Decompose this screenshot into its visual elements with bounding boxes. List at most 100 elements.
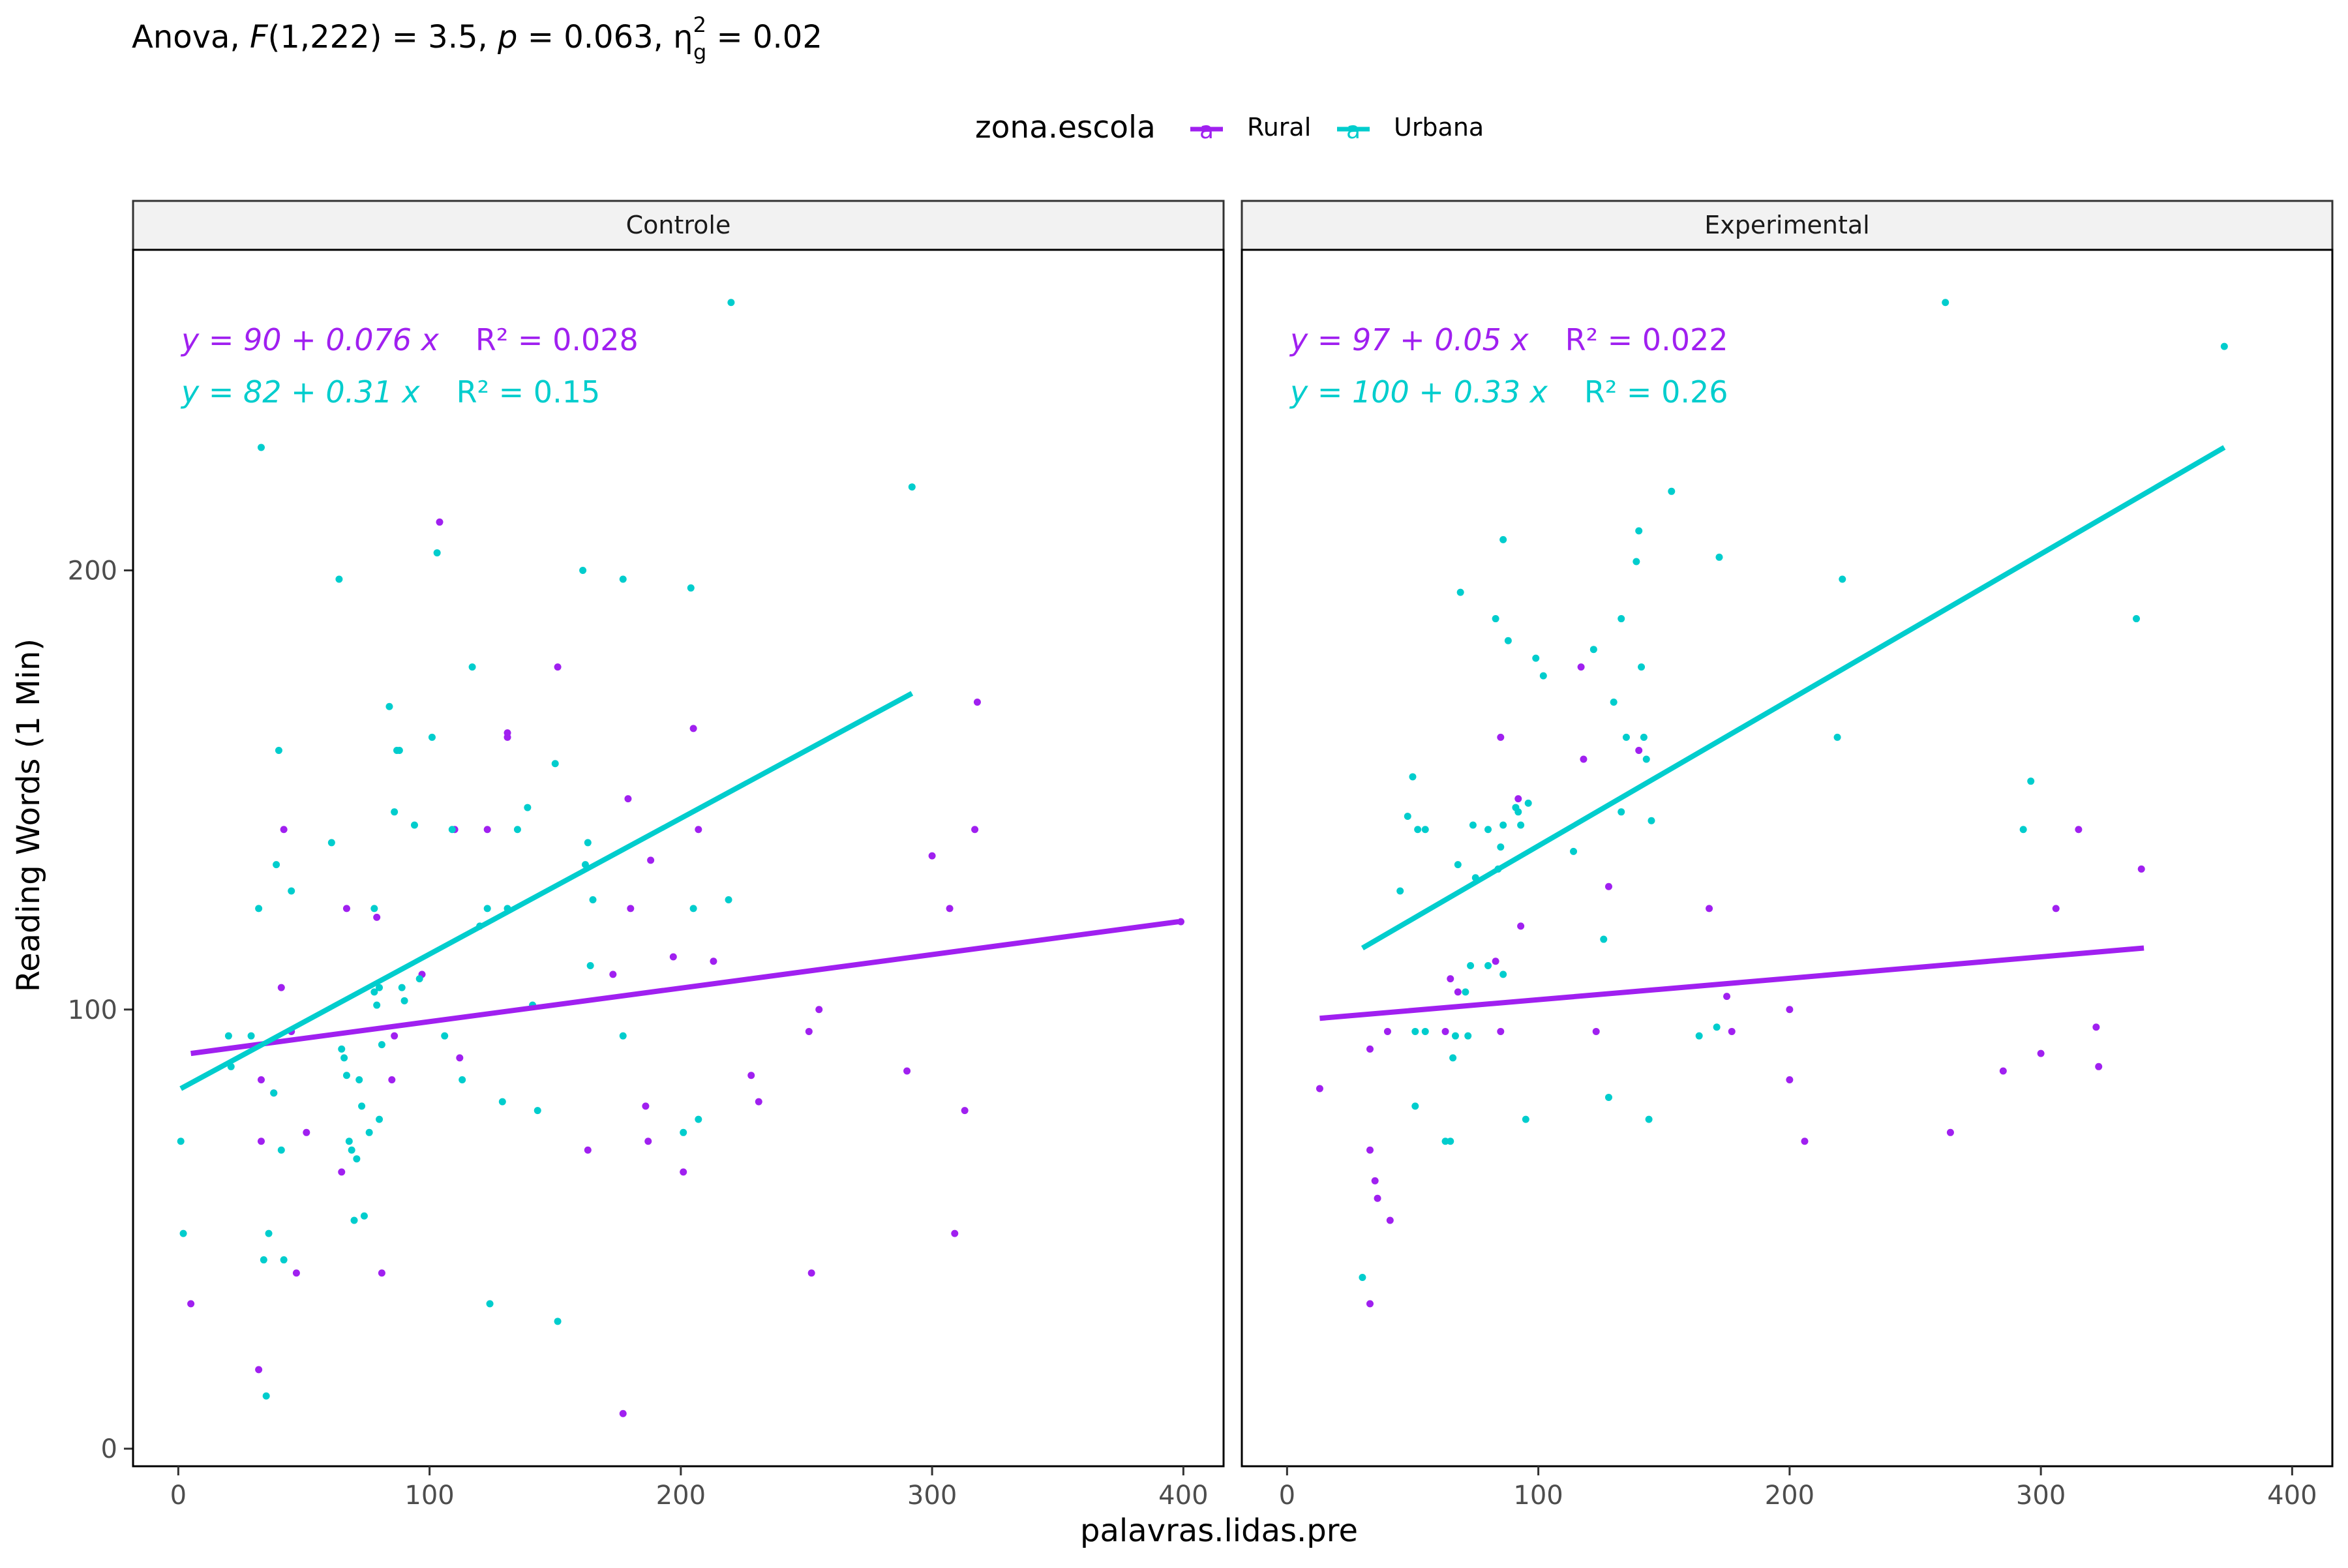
point-experimental-rural-19 xyxy=(1604,882,1612,890)
legend: zona.escola a Rural a Urbana xyxy=(975,110,1484,145)
point-experimental-rural-2 xyxy=(1366,1146,1374,1154)
point-controle-rural-33 xyxy=(680,1168,687,1176)
point-controle-rural-24 xyxy=(584,1146,592,1154)
point-controle-urbana-45 xyxy=(441,1032,449,1040)
point-experimental-urbana-4 xyxy=(1411,1027,1419,1035)
point-experimental-rural-23 xyxy=(1728,1027,1736,1035)
legend-item-urbana: a Urbana xyxy=(1337,113,1484,144)
point-experimental-urbana-31 xyxy=(1517,821,1525,829)
point-experimental-rural-25 xyxy=(1786,1076,1794,1084)
point-experimental-urbana-17 xyxy=(1467,961,1475,969)
point-controle-rural-29 xyxy=(642,1102,650,1110)
point-experimental-rural-7 xyxy=(1386,1216,1394,1224)
point-controle-rural-5 xyxy=(277,984,285,991)
point-controle-urbana-14 xyxy=(280,1256,288,1264)
point-controle-urbana-21 xyxy=(345,1138,353,1145)
point-controle-urbana-24 xyxy=(353,1155,361,1163)
point-experimental-rural-10 xyxy=(1454,988,1462,996)
point-experimental-rural-6 xyxy=(1383,1027,1391,1035)
facet-panel-controle: Controle y = 90 + 0.076 x R² = 0.028 y = … xyxy=(132,200,1225,1511)
point-controle-urbana-38 xyxy=(395,747,403,755)
point-experimental-urbana-1 xyxy=(1396,887,1404,895)
point-controle-urbana-28 xyxy=(365,1128,373,1136)
point-controle-urbana-26 xyxy=(358,1102,366,1110)
point-experimental-rural-21 xyxy=(1706,905,1713,912)
point-controle-urbana-72 xyxy=(727,299,735,307)
point-controle-rural-40 xyxy=(807,1269,815,1277)
point-controle-rural-41 xyxy=(815,1006,823,1014)
point-experimental-urbana-10 xyxy=(1447,1138,1454,1145)
x-tick-label-experimental-300: 300 xyxy=(2016,1481,2066,1511)
point-experimental-rural-3 xyxy=(1366,1045,1374,1053)
point-controle-rural-48 xyxy=(973,698,981,706)
point-controle-urbana-0 xyxy=(177,1138,185,1145)
point-controle-urbana-25 xyxy=(355,1076,363,1084)
point-controle-rural-11 xyxy=(342,905,350,912)
point-controle-rural-28 xyxy=(627,905,635,912)
point-experimental-urbana-39 xyxy=(1604,1093,1612,1101)
point-controle-urbana-51 xyxy=(486,1300,494,1308)
point-controle-urbana-15 xyxy=(288,887,295,895)
point-controle-rural-39 xyxy=(805,1027,813,1035)
point-controle-urbana-35 xyxy=(385,702,393,710)
point-experimental-urbana-22 xyxy=(1492,615,1499,623)
point-controle-urbana-8 xyxy=(262,1392,270,1400)
point-controle-urbana-32 xyxy=(376,984,384,991)
point-controle-rural-22 xyxy=(504,729,511,737)
point-controle-rural-38 xyxy=(755,1098,762,1106)
point-controle-urbana-52 xyxy=(498,1098,506,1106)
point-controle-urbana-12 xyxy=(275,747,282,755)
point-experimental-urbana-24 xyxy=(1497,843,1505,851)
point-controle-rural-43 xyxy=(928,852,936,860)
point-experimental-urbana-43 xyxy=(1622,733,1630,741)
point-controle-rural-49 xyxy=(1177,918,1185,926)
plot-area-controle xyxy=(132,249,1225,1468)
point-controle-urbana-6 xyxy=(257,444,265,451)
point-experimental-urbana-27 xyxy=(1499,535,1507,543)
point-controle-urbana-13 xyxy=(277,1146,285,1154)
equation-rural-controle: y = 90 + 0.076 x R² = 0.028 xyxy=(180,322,639,357)
point-controle-rural-46 xyxy=(961,1107,969,1115)
point-experimental-urbana-7 xyxy=(1421,826,1429,834)
point-experimental-urbana-6 xyxy=(1414,826,1422,834)
point-experimental-urbana-3 xyxy=(1409,773,1417,781)
point-experimental-rural-5 xyxy=(1374,1194,1381,1202)
equation-urbana-experimental: y = 100 + 0.33 x R² = 0.26 xyxy=(1289,374,1728,410)
point-experimental-urbana-11 xyxy=(1449,1054,1457,1062)
point-controle-rural-31 xyxy=(647,856,655,864)
point-controle-urbana-66 xyxy=(619,575,627,583)
x-axis-controle: 0 100 200 300 400 xyxy=(170,1466,1209,1511)
point-experimental-rural-20 xyxy=(1635,747,1643,755)
point-controle-urbana-70 xyxy=(695,1115,702,1123)
marks-controle xyxy=(177,299,1185,1417)
point-experimental-urbana-5 xyxy=(1411,1102,1419,1110)
point-experimental-urbana-57 xyxy=(1942,299,1949,307)
point-experimental-rural-11 xyxy=(1492,957,1499,965)
point-experimental-urbana-33 xyxy=(1524,799,1532,807)
point-experimental-urbana-13 xyxy=(1454,861,1462,869)
point-controle-urbana-71 xyxy=(725,896,732,903)
facet-strip-controle xyxy=(132,200,1225,251)
point-controle-rural-0 xyxy=(187,1300,195,1308)
point-controle-urbana-31 xyxy=(373,1001,381,1009)
point-experimental-rural-22 xyxy=(1723,993,1731,1001)
legend-key-urbana-letter: a xyxy=(1346,117,1361,144)
point-controle-rural-44 xyxy=(946,905,954,912)
point-controle-urbana-41 xyxy=(410,821,418,829)
point-controle-rural-19 xyxy=(456,1054,464,1062)
x-axis-title: palavras.lidas.pre xyxy=(1080,1513,1358,1549)
point-experimental-urbana-41 xyxy=(1618,808,1625,816)
point-experimental-urbana-55 xyxy=(1833,733,1841,741)
point-controle-rural-37 xyxy=(747,1072,755,1079)
x-tick-label-experimental-100: 100 xyxy=(1513,1481,1563,1511)
point-experimental-rural-12 xyxy=(1497,1027,1505,1035)
point-controle-rural-10 xyxy=(338,1168,346,1176)
point-controle-urbana-16 xyxy=(327,839,335,847)
point-controle-rural-27 xyxy=(624,795,632,803)
point-controle-urbana-7 xyxy=(260,1256,267,1264)
point-experimental-rural-32 xyxy=(2092,1023,2100,1031)
x-tick-label-experimental-200: 200 xyxy=(1765,1481,1814,1511)
point-experimental-urbana-40 xyxy=(1610,698,1618,706)
point-controle-rural-20 xyxy=(483,826,491,834)
